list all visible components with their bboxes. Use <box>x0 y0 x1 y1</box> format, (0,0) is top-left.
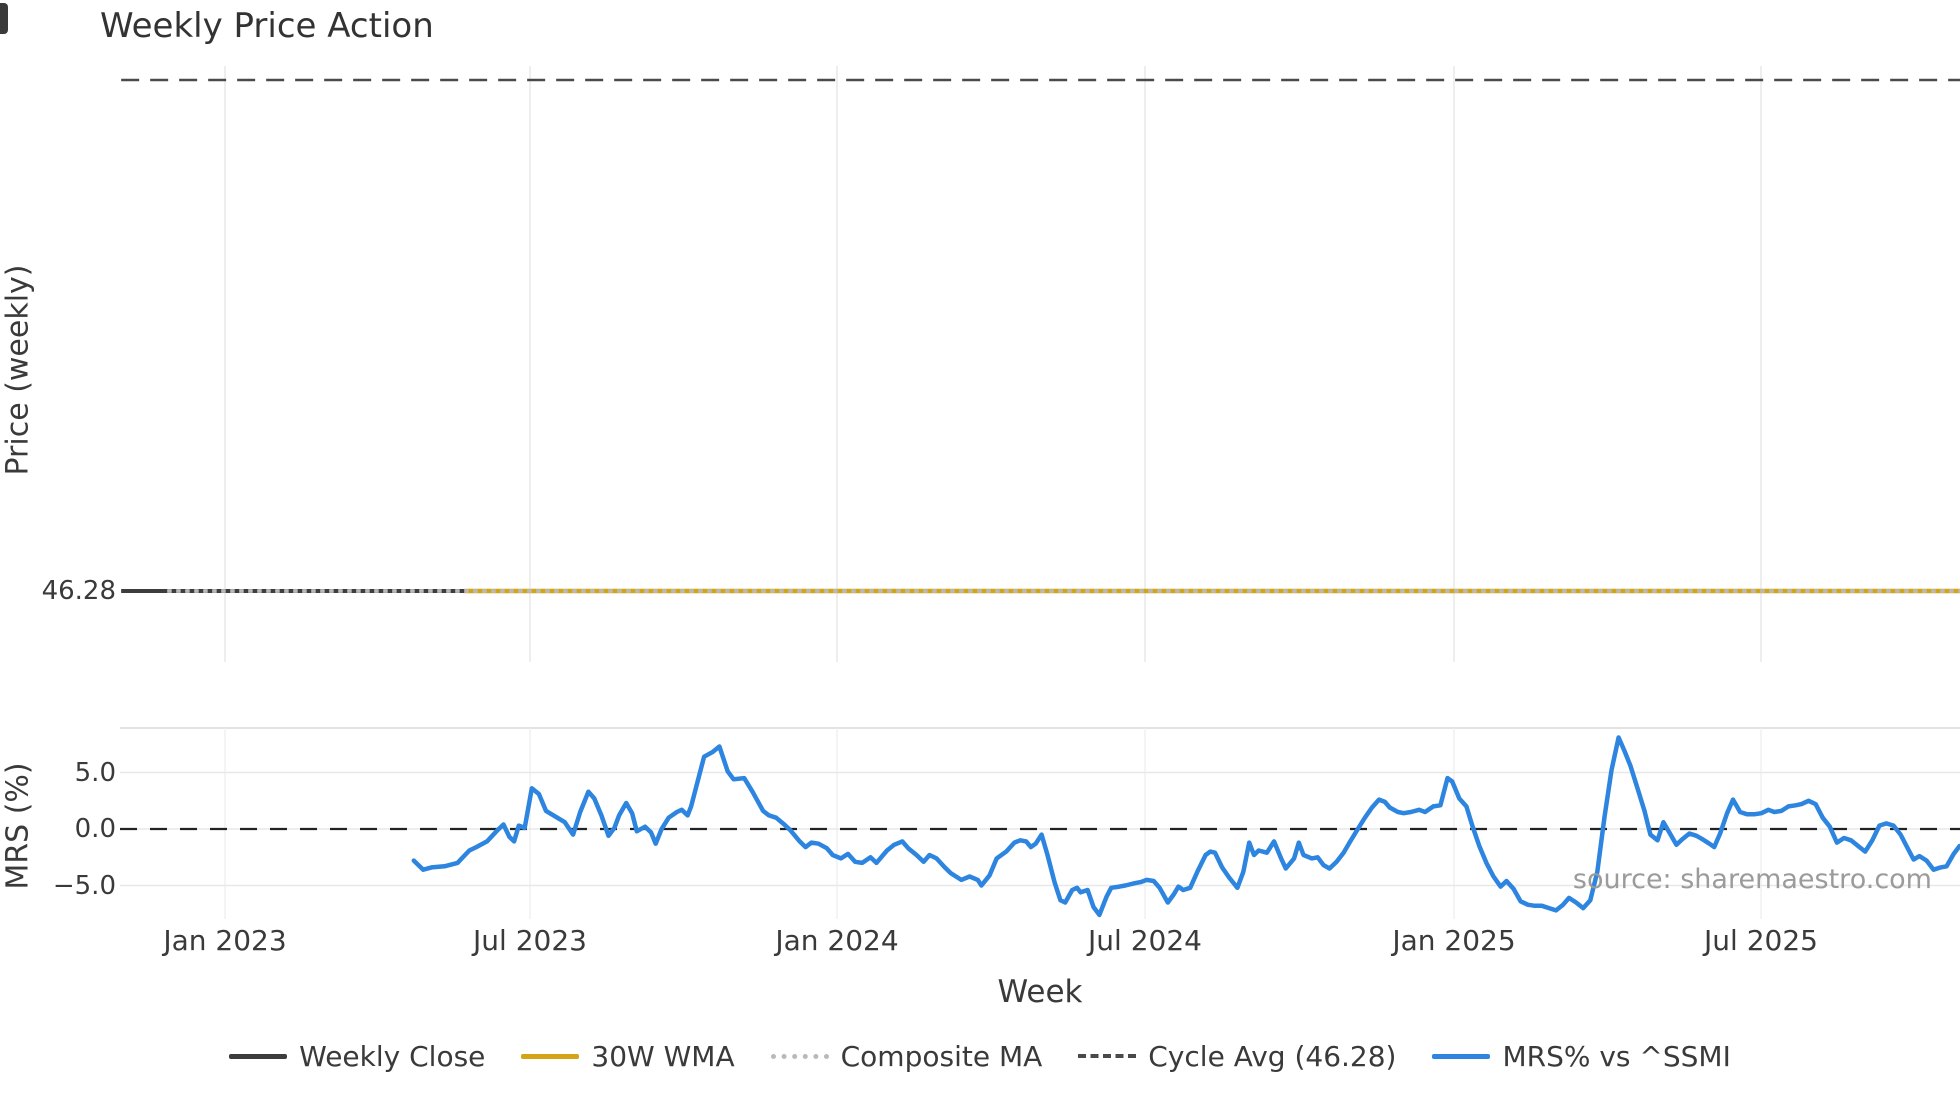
legend-swatch-icon <box>229 1053 288 1059</box>
mrs-panel <box>120 727 1960 919</box>
mrs-tick-−5.0: −5.0 <box>52 870 116 901</box>
legend-item-30w-wma: 30W WMA <box>521 1039 735 1073</box>
legend-label: MRS% vs ^SSMI <box>1502 1039 1731 1073</box>
chart-legend: Weekly Close 30W WMA Composite MA Cycle Avg… <box>0 1034 1960 1078</box>
legend-label: Cycle Avg (46.28) <box>1148 1039 1397 1073</box>
mrs-series-line <box>411 735 1960 918</box>
source-credit: source: sharemaestro.com <box>1572 864 1932 895</box>
price-panel <box>121 66 1960 662</box>
mrs-tick-0.0: 0.0 <box>74 814 116 844</box>
legend-swatch-icon <box>1432 1053 1491 1059</box>
legend-item-composite-ma: Composite MA <box>770 1039 1043 1073</box>
screen-edge-artifact <box>0 3 8 34</box>
page-title: Weekly Price Action <box>100 6 434 46</box>
x-tick-jan-2024: Jan 2024 <box>775 924 899 957</box>
x-tick-jul-2025: Jul 2025 <box>1704 924 1818 957</box>
mrs-tick-5.0: 5.0 <box>74 757 116 788</box>
legend-swatch-icon <box>1078 1054 1137 1058</box>
legend-item-weekly-close: Weekly Close <box>229 1040 485 1073</box>
x-tick-jan-2023: Jan 2023 <box>163 924 287 957</box>
legend-label: Weekly Close <box>299 1039 486 1073</box>
price-axis-label: Price (weekly) <box>0 264 36 476</box>
legend-item-mrs-vs-ssmi: MRS% vs ^SSMI <box>1432 1039 1731 1073</box>
legend-label: 30W WMA <box>591 1039 735 1073</box>
price-tick-46-28: 46.28 <box>41 576 116 606</box>
x-tick-jul-2024: Jul 2024 <box>1088 924 1202 957</box>
legend-item-cycle-avg-46-28-: Cycle Avg (46.28) <box>1078 1040 1396 1073</box>
legend-swatch-icon <box>770 1053 829 1059</box>
x-tick-jan-2025: Jan 2025 <box>1392 924 1516 957</box>
x-tick-jul-2023: Jul 2023 <box>473 924 587 957</box>
x-axis-label: Week <box>997 974 1083 1010</box>
legend-label: Composite MA <box>840 1039 1043 1073</box>
legend-swatch-icon <box>521 1053 580 1059</box>
